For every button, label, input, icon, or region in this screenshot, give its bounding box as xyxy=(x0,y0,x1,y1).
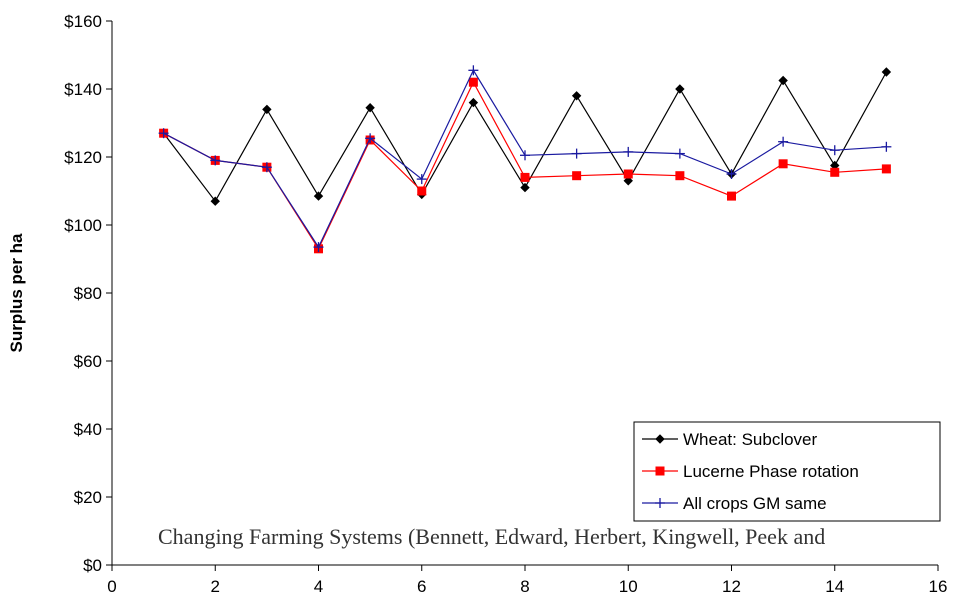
data-point-diamond xyxy=(365,102,375,113)
data-point-square xyxy=(468,77,478,87)
y-tick-label: $80 xyxy=(74,284,102,303)
y-tick-label: $20 xyxy=(74,488,102,507)
x-tick-label: 12 xyxy=(722,577,741,596)
data-point-square xyxy=(572,171,582,181)
axes xyxy=(106,20,939,571)
data-point-diamond xyxy=(313,191,324,201)
data-point-square xyxy=(727,191,736,201)
y-tick-label: $100 xyxy=(64,216,102,235)
legend-item: Lucerne Phase rotation xyxy=(642,462,859,481)
data-point-plus xyxy=(261,162,272,173)
series-1 xyxy=(158,67,892,206)
data-point-plus xyxy=(520,150,530,161)
data-point-plus xyxy=(726,169,737,179)
x-tick-label: 8 xyxy=(520,577,529,596)
data-point-square xyxy=(778,159,788,169)
legend-label: All crops GM same xyxy=(683,494,827,513)
legend-item: Wheat: Subclover xyxy=(642,430,818,449)
data-point-plus xyxy=(655,498,665,508)
data-point-square xyxy=(623,169,633,179)
data-point-plus xyxy=(210,155,221,166)
data-point-diamond xyxy=(623,176,633,186)
series-2 xyxy=(159,77,891,254)
series-group xyxy=(158,65,892,254)
data-point-square xyxy=(881,164,891,174)
data-point-square xyxy=(675,171,685,181)
data-point-square xyxy=(520,172,530,182)
x-tick-label: 14 xyxy=(825,577,844,596)
data-point-diamond xyxy=(675,84,685,94)
data-point-plus xyxy=(365,133,376,144)
y-tick-label: $140 xyxy=(64,80,102,99)
y-tick-label: $40 xyxy=(74,420,102,439)
data-point-diamond xyxy=(520,182,530,193)
data-point-plus xyxy=(158,128,169,139)
data-point-diamond xyxy=(655,434,665,444)
data-point-plus xyxy=(571,148,582,159)
series-line xyxy=(163,80,887,251)
data-point-diamond xyxy=(468,97,479,108)
x-tick-label: 2 xyxy=(211,577,220,596)
legend-item: All crops GM same xyxy=(642,494,827,513)
tick-labels: $0 $20 $40 $60 $80 $100 $120 $140 $160 0 2 4 6 8 10 12 1… xyxy=(64,12,947,596)
x-tick-label: 16 xyxy=(929,577,948,596)
data-point-diamond xyxy=(778,75,788,86)
data-point-plus xyxy=(881,141,892,152)
y-tick-label: $160 xyxy=(64,12,102,31)
data-point-plus xyxy=(313,242,324,253)
x-tick-label: 10 xyxy=(619,577,638,596)
legend-box xyxy=(633,421,941,522)
x-tick-label: 0 xyxy=(107,577,116,596)
data-point-plus xyxy=(416,174,427,185)
y-axis-title-group: Surplus per ha xyxy=(7,233,26,353)
y-tick-label: $60 xyxy=(74,352,102,371)
data-point-plus xyxy=(623,146,634,157)
x-tick-label: 6 xyxy=(417,577,426,596)
legend-label: Lucerne Phase rotation xyxy=(683,462,859,481)
data-point-plus xyxy=(778,136,789,147)
y-axis-title: Surplus per ha xyxy=(7,233,26,353)
y-tick-label: $120 xyxy=(64,148,102,167)
legend: Wheat: Subclover Lucerne Phase rotation Al… xyxy=(633,421,941,522)
data-point-plus xyxy=(468,65,479,76)
series-3 xyxy=(158,65,892,253)
data-point-diamond xyxy=(210,196,220,206)
data-point-square xyxy=(655,466,665,476)
data-point-square xyxy=(830,167,840,177)
data-point-plus xyxy=(674,148,685,159)
data-point-plus xyxy=(829,145,840,156)
data-point-diamond xyxy=(571,91,582,101)
overlay-caption: Changing Farming Systems (Bennett, Edwar… xyxy=(158,524,826,549)
data-point-square xyxy=(417,186,427,196)
y-tick-label: $0 xyxy=(83,556,102,575)
legend-label: Wheat: Subclover xyxy=(683,430,818,449)
data-point-diamond xyxy=(262,104,272,115)
x-tick-label: 4 xyxy=(314,577,323,596)
data-point-diamond xyxy=(881,67,892,77)
